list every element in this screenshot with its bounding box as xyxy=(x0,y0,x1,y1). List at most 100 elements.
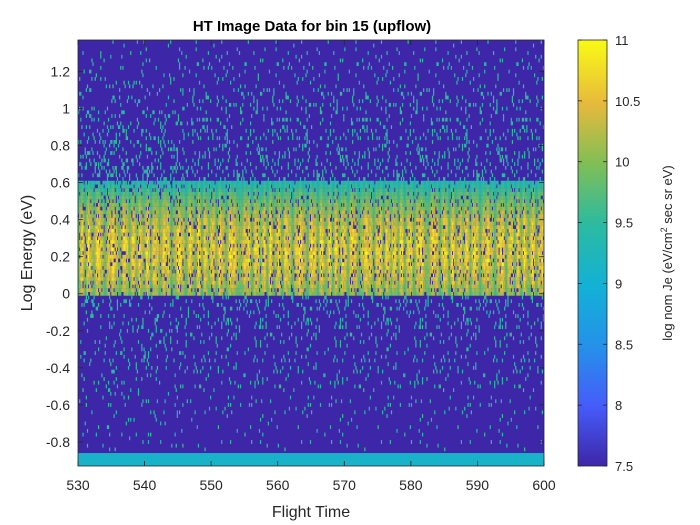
heatmap-cell xyxy=(122,262,124,267)
heatmap-cell xyxy=(146,169,148,174)
heatmap-cell xyxy=(203,388,205,393)
heatmap-cell xyxy=(173,147,175,152)
heatmap-cell xyxy=(175,232,177,237)
heatmap-cell xyxy=(210,214,212,218)
heatmap-cell xyxy=(149,262,151,267)
heatmap-cell xyxy=(137,228,140,233)
heatmap-cell xyxy=(185,251,187,255)
heatmap-cell xyxy=(136,262,139,267)
heatmap-cell xyxy=(161,110,163,115)
heatmap-cell xyxy=(201,236,203,241)
heatmap-cell xyxy=(117,228,120,233)
heatmap-cell xyxy=(86,195,89,200)
heatmap-cell xyxy=(210,184,212,189)
heatmap-cell xyxy=(193,195,195,200)
heatmap-cell xyxy=(106,225,109,230)
heatmap-cell xyxy=(83,199,85,204)
heatmap-cell xyxy=(182,403,184,407)
heatmap-cell xyxy=(109,84,111,89)
heatmap-cell xyxy=(228,232,231,237)
heatmap-cell xyxy=(236,177,238,181)
heatmap-cell xyxy=(211,199,213,204)
heatmap-cell xyxy=(170,288,172,292)
heatmap-cell xyxy=(210,180,212,185)
heatmap-cell xyxy=(194,251,196,255)
heatmap-cell xyxy=(97,217,100,222)
heatmap-cell xyxy=(238,232,241,237)
heatmap-cell xyxy=(93,184,95,189)
heatmap-cell xyxy=(100,269,102,274)
heatmap-cell xyxy=(104,225,106,230)
heatmap-cell xyxy=(143,265,145,270)
heatmap-cell xyxy=(200,277,202,281)
heatmap-cell xyxy=(146,214,148,218)
heatmap-cell xyxy=(150,373,152,378)
heatmap-cell xyxy=(207,240,210,244)
heatmap-cell xyxy=(129,202,131,207)
heatmap-cell xyxy=(193,284,195,289)
heatmap-cell xyxy=(182,277,184,281)
heatmap-cell xyxy=(211,65,213,70)
heatmap-cell xyxy=(186,240,188,244)
heatmap-cell xyxy=(172,288,174,292)
heatmap-cell xyxy=(237,384,239,389)
heatmap-cell xyxy=(121,217,123,222)
heatmap-cell xyxy=(208,258,211,263)
heatmap-cell xyxy=(220,236,222,241)
heatmap-cell xyxy=(156,210,158,215)
heatmap-cell xyxy=(119,240,121,244)
heatmap-cell xyxy=(82,106,84,111)
heatmap-cell xyxy=(181,214,183,218)
heatmap-cell xyxy=(228,288,231,292)
heatmap-cell xyxy=(235,199,237,204)
heatmap-cell xyxy=(218,236,221,241)
heatmap-cell xyxy=(90,214,92,218)
heatmap-cell xyxy=(149,214,151,218)
heatmap-cell xyxy=(215,288,217,292)
heatmap-cell xyxy=(220,202,222,207)
heatmap-cell xyxy=(213,247,215,252)
heatmap-cell xyxy=(94,191,96,196)
heatmap-cell xyxy=(166,277,168,281)
heatmap-cell xyxy=(235,180,237,185)
heatmap-cell xyxy=(211,280,213,285)
heatmap-cell xyxy=(114,202,116,207)
heatmap-cell xyxy=(117,199,120,204)
heatmap-cell xyxy=(110,403,112,407)
heatmap-cell xyxy=(155,184,157,189)
heatmap-cell xyxy=(210,188,212,192)
heatmap-cell xyxy=(156,236,158,241)
heatmap-cell xyxy=(224,202,226,207)
heatmap-cell xyxy=(97,273,100,278)
heatmap-cell xyxy=(200,188,202,192)
heatmap-cell xyxy=(135,365,137,370)
heatmap-cell xyxy=(127,321,130,326)
heatmap-cell xyxy=(142,128,144,133)
heatmap-cell xyxy=(223,269,225,274)
heatmap-cell xyxy=(113,143,115,148)
heatmap-cell xyxy=(101,210,103,215)
heatmap-cell xyxy=(144,240,146,244)
heatmap-cell xyxy=(123,236,125,241)
heatmap-cell xyxy=(110,214,112,218)
heatmap-cell xyxy=(130,225,132,230)
heatmap-cell xyxy=(176,206,178,211)
heatmap-cell xyxy=(101,232,103,237)
heatmap-cell xyxy=(143,232,145,237)
heatmap-cell xyxy=(157,221,160,226)
heatmap-cell xyxy=(119,225,121,230)
heatmap-cell xyxy=(198,80,201,85)
heatmap-cell xyxy=(186,365,188,370)
heatmap-cell xyxy=(152,254,154,259)
heatmap-cell xyxy=(83,269,85,274)
heatmap-cell xyxy=(173,288,175,292)
heatmap-cell xyxy=(195,199,197,204)
heatmap-cell xyxy=(96,247,99,252)
heatmap-cell xyxy=(175,280,177,285)
heatmap-cell xyxy=(89,280,91,285)
heatmap-cell xyxy=(153,277,155,281)
heatmap-cell xyxy=(130,202,132,207)
heatmap-cell xyxy=(228,236,231,241)
heatmap-cell xyxy=(150,336,152,341)
heatmap-cell xyxy=(238,184,241,189)
